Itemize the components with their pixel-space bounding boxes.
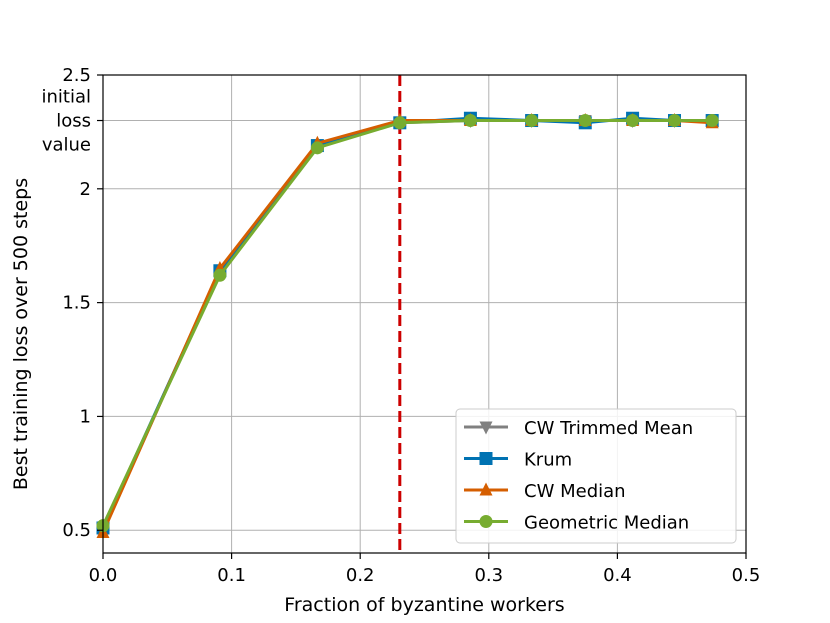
y-axis-label: Best training loss over 500 steps — [10, 178, 32, 490]
x-tick-label: 0.3 — [474, 565, 503, 586]
data-point — [213, 268, 227, 282]
legend-label: Geometric Median — [524, 513, 689, 534]
y-tick-label: 1 — [80, 406, 91, 427]
legend-label: CW Trimmed Mean — [524, 418, 693, 439]
series-layer — [96, 111, 719, 539]
data-point — [525, 114, 539, 128]
x-tick-label: 0.2 — [346, 565, 375, 586]
x-axis-ticks: 0.0 0.1 0.2 0.3 0.4 0.5 — [89, 553, 761, 586]
legend-label: CW Median — [524, 481, 626, 502]
data-point — [578, 114, 592, 128]
data-point — [310, 141, 324, 155]
annotation-line: value — [42, 135, 91, 156]
x-tick-label: 0.4 — [603, 565, 632, 586]
initial-loss-annotation: initial loss value — [42, 87, 103, 156]
y-tick-label: 2 — [80, 179, 91, 200]
y-tick-label: 1.5 — [62, 293, 91, 314]
legend-swatch-marker — [479, 421, 493, 435]
legend-entry: Geometric Median — [464, 513, 689, 534]
legend-swatch-marker — [479, 482, 493, 496]
series-geometric-median — [96, 114, 719, 533]
y-tick-label: 0.5 — [62, 520, 91, 541]
data-point — [393, 116, 407, 130]
annotation-line: initial — [42, 87, 92, 108]
y-tick-label: 2.5 — [62, 65, 91, 86]
data-point — [705, 114, 719, 128]
legend-swatch-marker — [479, 515, 493, 528]
legend: CW Trimmed Mean Krum CW Median Geometric Me… — [455, 408, 737, 544]
legend-swatch-marker — [479, 452, 493, 465]
legend-entry: CW Median — [464, 481, 626, 502]
series-line — [101, 119, 713, 527]
y-axis-ticks: 0.5 1 1.5 2 2.5 — [62, 65, 103, 541]
plot-frame — [102, 74, 747, 554]
legend-box — [455, 408, 737, 544]
data-point — [667, 114, 681, 128]
legend-label: Krum — [524, 450, 572, 471]
legend-entry: Krum — [464, 450, 572, 471]
data-point — [626, 114, 640, 128]
x-tick-label: 0.0 — [89, 565, 118, 586]
legend-entry: CW Trimmed Mean — [464, 418, 693, 439]
x-tick-label: 0.5 — [732, 565, 761, 586]
annotation-line: loss — [56, 111, 91, 132]
data-point — [463, 114, 477, 128]
x-axis-label: Fraction of byzantine workers — [284, 594, 564, 616]
x-tick-label: 0.1 — [217, 565, 246, 586]
